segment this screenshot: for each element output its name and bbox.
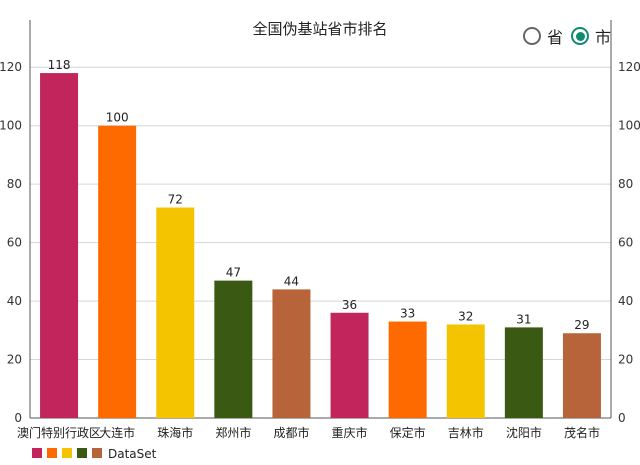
radio-city-label: 市 xyxy=(595,28,612,47)
bar-value-label: 47 xyxy=(226,266,241,280)
left-tick-label: 20 xyxy=(7,353,22,367)
right-tick-label: 120 xyxy=(618,60,640,74)
bar-value-label: 44 xyxy=(284,274,299,288)
bar-value-label: 31 xyxy=(516,312,531,326)
category-label: 成都市 xyxy=(273,425,309,440)
radio-city[interactable]: 市 xyxy=(571,24,611,48)
bar[interactable] xyxy=(504,327,543,418)
legend-swatch xyxy=(47,448,57,458)
category-label: 大连市 xyxy=(99,425,135,440)
radio-province-circle xyxy=(523,27,541,45)
right-tick-label: 40 xyxy=(618,294,633,308)
bars xyxy=(40,73,601,419)
category-label: 吉林市 xyxy=(448,425,484,440)
left-tick-label: 0 xyxy=(14,411,22,425)
legend: DataSet xyxy=(32,447,157,461)
bar-value-label: 36 xyxy=(342,298,357,312)
bar[interactable] xyxy=(446,324,485,418)
category-label: 茂名市 xyxy=(564,425,600,440)
radio-city-dot xyxy=(575,31,585,41)
value-labels: 118 100 72 47 44 36 33 32 31 29 xyxy=(48,58,590,332)
bar[interactable] xyxy=(562,333,601,418)
bar[interactable] xyxy=(272,289,311,418)
bar-value-label: 100 xyxy=(106,111,129,125)
left-tick-label: 40 xyxy=(7,294,22,308)
bar[interactable] xyxy=(330,312,369,418)
bar[interactable] xyxy=(156,207,195,418)
bar-value-label: 32 xyxy=(458,309,473,323)
bar[interactable] xyxy=(214,280,253,418)
legend-swatch xyxy=(32,448,42,458)
category-label: 澳门特别行政区 xyxy=(17,425,101,440)
bar-value-label: 29 xyxy=(574,318,589,332)
category-label: 郑州市 xyxy=(215,425,251,440)
legend-swatch xyxy=(77,448,87,458)
left-tick-label: 120 xyxy=(0,60,22,74)
category-label: 珠海市 xyxy=(157,425,193,440)
left-tick-label: 80 xyxy=(7,177,22,191)
right-tick-label: 0 xyxy=(618,411,626,425)
right-y-axis: 0 20 40 60 80 100 120 xyxy=(610,20,640,425)
chart-title: 全国伪基站省市排名 xyxy=(252,20,387,38)
bar[interactable] xyxy=(98,125,137,418)
right-tick-label: 100 xyxy=(618,119,640,133)
right-tick-label: 20 xyxy=(618,353,633,367)
left-tick-label: 100 xyxy=(0,119,22,133)
legend-swatch xyxy=(62,448,72,458)
left-tick-label: 60 xyxy=(7,236,22,250)
bar-value-label: 118 xyxy=(48,58,71,72)
right-tick-label: 80 xyxy=(618,177,633,191)
category-label: 沈阳市 xyxy=(506,425,542,440)
category-label: 保定市 xyxy=(390,425,426,440)
left-y-axis: 0 20 40 60 80 100 120 xyxy=(0,20,31,425)
radio-city-circle xyxy=(571,27,590,45)
bar-value-label: 72 xyxy=(168,193,183,207)
province-city-toggle: 省 市 xyxy=(523,24,619,48)
radio-province[interactable]: 省 xyxy=(523,24,563,48)
right-tick-label: 60 xyxy=(618,236,633,250)
bar-value-label: 33 xyxy=(400,307,415,321)
category-label: 重庆市 xyxy=(332,425,368,440)
radio-province-label: 省 xyxy=(547,28,564,47)
legend-label: DataSet xyxy=(108,447,157,461)
legend-swatch xyxy=(92,448,102,458)
bar[interactable] xyxy=(40,73,79,419)
bar[interactable] xyxy=(388,321,427,418)
